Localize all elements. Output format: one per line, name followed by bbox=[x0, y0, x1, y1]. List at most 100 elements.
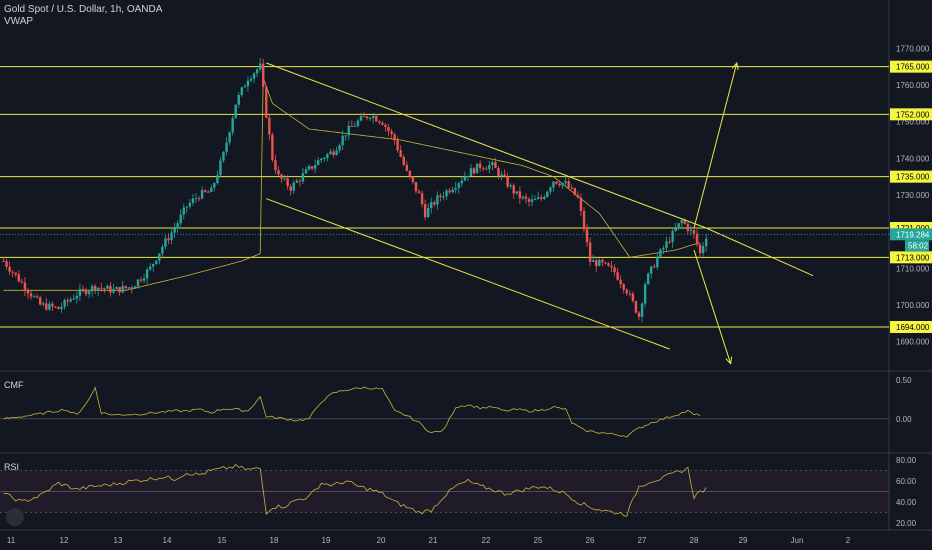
candle-body bbox=[54, 306, 57, 308]
candle-body bbox=[155, 260, 158, 264]
candle-body bbox=[512, 185, 515, 194]
candle-body bbox=[650, 266, 653, 274]
candle-body bbox=[680, 220, 683, 224]
candle-body bbox=[610, 265, 613, 268]
candle-body bbox=[378, 121, 381, 123]
candle-body bbox=[191, 198, 195, 203]
candle-body bbox=[567, 181, 570, 188]
candle-body bbox=[347, 125, 350, 136]
candle-body bbox=[255, 69, 259, 74]
candle-body bbox=[252, 73, 256, 79]
last-price-tag-label: 1719.284 bbox=[896, 230, 930, 239]
candle-body bbox=[607, 263, 610, 266]
candle-body bbox=[509, 185, 512, 187]
time-tick-label: 27 bbox=[638, 536, 647, 545]
candle-body bbox=[197, 198, 201, 200]
time-tick-label: 15 bbox=[218, 536, 227, 545]
candle-body bbox=[8, 266, 11, 272]
tradingview-logo-icon[interactable] bbox=[6, 508, 24, 526]
candle-body bbox=[222, 152, 225, 161]
candle-body bbox=[677, 223, 680, 229]
candle-body bbox=[472, 168, 476, 174]
candle-body bbox=[478, 163, 482, 168]
time-tick-label: 19 bbox=[322, 536, 331, 545]
rsi-tick-label: 60.00 bbox=[896, 477, 917, 486]
candle-body bbox=[63, 300, 66, 307]
candle-body bbox=[45, 303, 48, 310]
candle-body bbox=[582, 211, 586, 230]
level-price-tag-label: 1694.000 bbox=[896, 323, 930, 332]
candle-body bbox=[148, 266, 152, 270]
time-tick-label: 21 bbox=[429, 536, 438, 545]
candle-body bbox=[656, 256, 659, 268]
candle-body bbox=[628, 293, 632, 295]
candle-body bbox=[368, 117, 372, 119]
vwap-indicator-label: VWAP bbox=[4, 16, 34, 27]
candle-body bbox=[689, 229, 693, 231]
candle-body bbox=[430, 202, 433, 209]
candle-body bbox=[26, 290, 30, 294]
candle-body bbox=[350, 125, 354, 127]
candle-body bbox=[665, 241, 668, 249]
candle-body bbox=[136, 279, 140, 287]
candle-body bbox=[240, 87, 244, 95]
arrow-down-line bbox=[693, 249, 732, 364]
candle-body bbox=[451, 189, 454, 193]
candle-body bbox=[625, 289, 628, 294]
candle-body bbox=[420, 193, 424, 205]
candle-body bbox=[356, 120, 360, 126]
candle-body bbox=[338, 145, 341, 151]
candle-body bbox=[659, 249, 662, 257]
candle-body bbox=[69, 299, 72, 302]
candle-body bbox=[124, 285, 127, 288]
rsi-tick-label: 80.00 bbox=[896, 456, 917, 465]
candle-body bbox=[381, 122, 384, 125]
candle-body bbox=[546, 191, 549, 197]
candle-body bbox=[216, 175, 219, 184]
candle-body bbox=[466, 175, 470, 177]
candle-body bbox=[500, 174, 503, 176]
candle-body bbox=[396, 140, 399, 151]
candle-body bbox=[265, 86, 268, 118]
channel-upper-line bbox=[266, 62, 814, 277]
candle-body bbox=[491, 162, 494, 166]
time-tick-label: 28 bbox=[690, 536, 699, 545]
arrow-head-icon bbox=[725, 356, 733, 365]
candle-body bbox=[2, 261, 5, 262]
candle-body bbox=[213, 183, 216, 188]
candle-body bbox=[5, 261, 8, 267]
candle-body bbox=[390, 131, 393, 135]
price-tick-label: 1700.000 bbox=[896, 301, 930, 310]
candle-body bbox=[701, 246, 705, 254]
candle-body bbox=[442, 196, 445, 198]
candle-body bbox=[445, 190, 448, 197]
candle-body bbox=[457, 183, 460, 189]
candle-body bbox=[17, 274, 21, 282]
last-price-tag bbox=[890, 228, 932, 241]
candle-body bbox=[118, 287, 121, 293]
candle-body bbox=[695, 233, 699, 245]
candle-body bbox=[258, 63, 262, 70]
candle-body bbox=[634, 301, 638, 313]
candle-body bbox=[292, 182, 295, 191]
candle-body bbox=[103, 288, 106, 290]
level-price-tag bbox=[890, 170, 932, 183]
rsi-tick-label: 40.00 bbox=[896, 498, 917, 507]
candle-body bbox=[179, 214, 182, 224]
candle-body bbox=[167, 238, 170, 241]
candle-body bbox=[274, 160, 277, 171]
time-tick-label: 29 bbox=[739, 536, 748, 545]
candle-body bbox=[414, 181, 418, 192]
candle-body bbox=[549, 187, 552, 192]
cmf-line bbox=[3, 386, 701, 438]
candle-body bbox=[481, 167, 485, 169]
candle-body bbox=[185, 206, 189, 208]
candle-body bbox=[543, 196, 546, 199]
candle-body bbox=[210, 187, 213, 193]
candle-body bbox=[280, 174, 283, 179]
candle-body bbox=[188, 202, 192, 207]
candle-body bbox=[640, 303, 644, 317]
price-tick-label: 1770.000 bbox=[896, 44, 930, 53]
candle-body bbox=[344, 135, 347, 137]
